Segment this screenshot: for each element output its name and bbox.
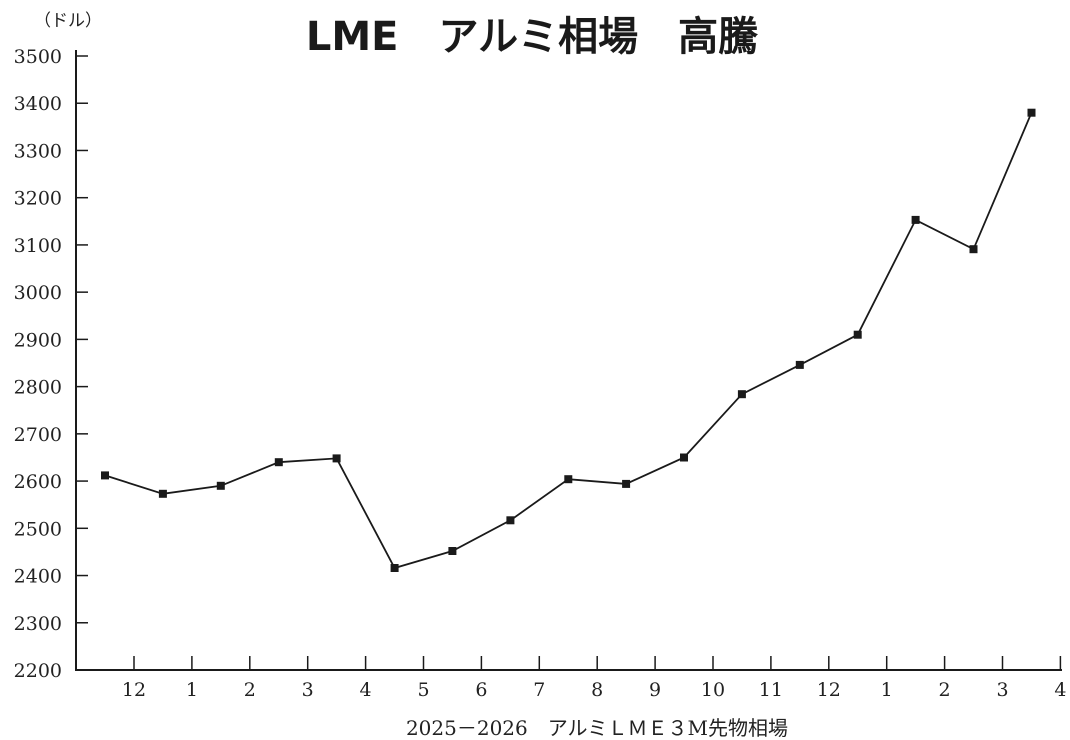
y-tick-label: 3200: [14, 188, 62, 210]
x-tick-label: 6: [475, 679, 487, 701]
series-line: [104, 112, 1033, 570]
data-point: [274, 458, 283, 467]
data-point: [680, 453, 688, 462]
x-tick-label: 2: [939, 679, 951, 701]
y-tick-label: 2300: [14, 613, 62, 635]
x-tick-label: 9: [649, 679, 661, 701]
x-tick-label: 1: [881, 679, 893, 701]
data-point: [564, 475, 573, 484]
y-tick-label: 2900: [14, 329, 62, 351]
y-tick-label: 2700: [14, 424, 62, 446]
data-point: [737, 390, 746, 399]
data-point: [158, 489, 167, 498]
data-point: [101, 471, 109, 480]
y-tick-label: 3000: [14, 282, 62, 304]
x-tick-label: 4: [1054, 679, 1066, 701]
x-axis-ticks: 12 1 2 3 4 5 6 7 8 9 10 11 12 1 2 3 4: [122, 656, 1066, 701]
x-tick-label: 12: [817, 679, 841, 701]
chart-title: LME アルミ相場 高騰: [306, 14, 758, 60]
y-tick-label: 3300: [14, 140, 62, 162]
data-markers: [101, 108, 1036, 572]
x-tick-label: 5: [417, 679, 429, 701]
data-point: [911, 215, 920, 224]
y-tick-label: 2800: [14, 377, 62, 399]
data-point: [1027, 108, 1036, 117]
x-tick-label: 1: [186, 679, 198, 701]
x-tick-label: 12: [122, 679, 146, 701]
x-axis-title: 2025－2026 アルミＬＭＥ３M先物相場: [406, 716, 788, 740]
data-point: [390, 564, 399, 572]
y-tick-label: 3400: [14, 93, 62, 115]
y-tick-label: 3500: [14, 46, 62, 68]
x-tick-label: 4: [360, 679, 372, 701]
data-point: [332, 454, 341, 463]
y-tick-label: 3100: [14, 235, 62, 257]
y-tick-label: 2600: [14, 471, 62, 493]
x-tick-label: 10: [701, 679, 725, 701]
y-tick-label: 2200: [14, 660, 62, 682]
x-tick-label: 8: [591, 679, 603, 701]
data-point: [853, 330, 862, 339]
y-unit-label: （ドル）: [34, 11, 102, 31]
x-tick-label: 11: [759, 679, 783, 701]
y-tick-label: 2400: [14, 566, 62, 588]
data-point: [448, 547, 457, 555]
x-tick-label: 2: [244, 679, 256, 701]
x-tick-label: 3: [996, 679, 1008, 701]
data-point: [622, 479, 631, 488]
x-tick-label: 7: [533, 679, 545, 701]
x-tick-label: 3: [302, 679, 314, 701]
data-point: [216, 481, 225, 490]
data-point: [506, 516, 515, 525]
data-point: [969, 245, 978, 254]
data-point: [795, 360, 804, 369]
y-tick-label: 2500: [14, 518, 62, 540]
y-axis-ticks: 2200 2300 2400 2500 2600 2700 2800 2900 3000 3100…: [14, 46, 88, 682]
